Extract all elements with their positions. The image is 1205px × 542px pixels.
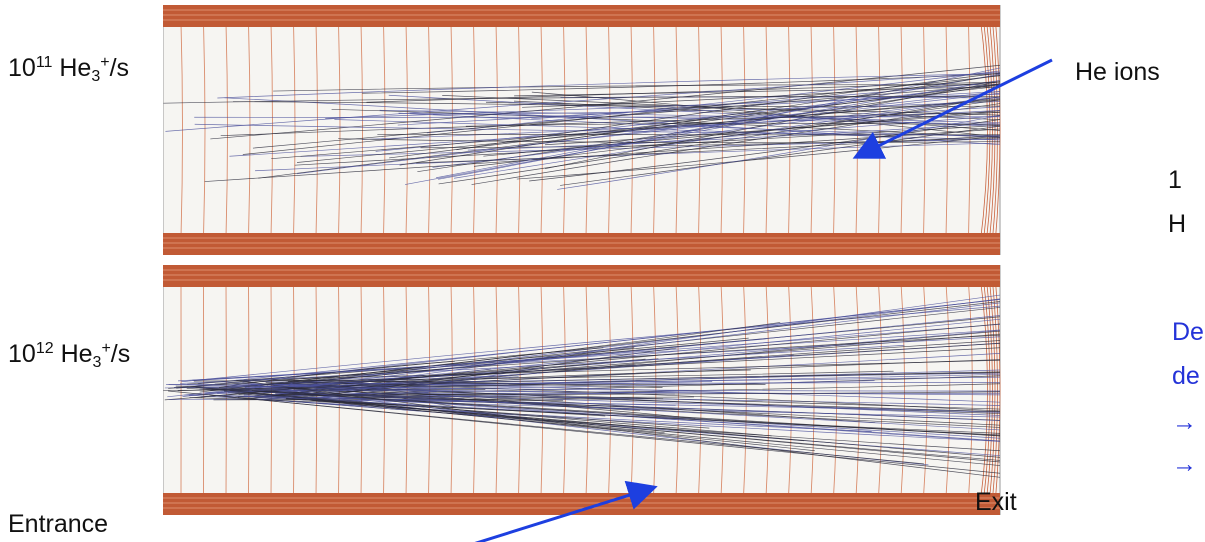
side-text: → [1172,452,1197,477]
side-text: de [1172,364,1200,389]
top-panel [163,5,1000,255]
slide: 1011 He3+/s 1012 He3+/s He ions 1 H De d… [0,0,1205,542]
decoration [163,5,1000,27]
exit-label: Exit [975,490,1017,515]
simulation [0,0,1205,542]
decoration [163,265,1000,287]
entrance-label: Entrance [8,512,108,537]
rate-label: 1011 He3+/s [8,56,129,81]
decoration [163,5,1000,255]
he-ions-label: He ions [1075,60,1160,85]
decoration [163,233,1000,255]
side-text: De [1172,320,1204,345]
bottom-panel [163,265,1000,515]
side-text: 1 [1168,168,1182,193]
rate-label: 1012 He3+/s [8,342,130,367]
side-text: → [1172,410,1197,435]
side-text: H [1168,212,1186,237]
decoration [163,493,1000,515]
